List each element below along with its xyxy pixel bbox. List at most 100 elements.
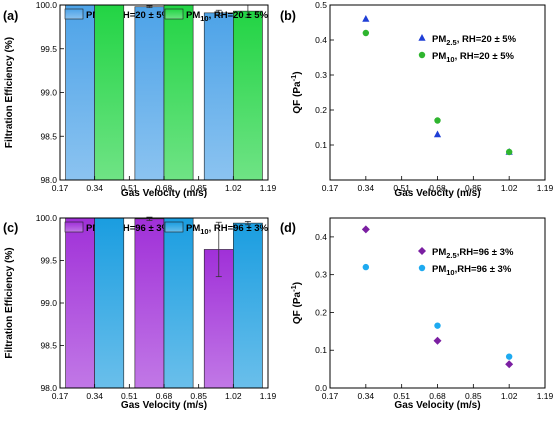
x-tick-label: 0.17: [322, 391, 339, 401]
bar: [163, 217, 194, 389]
data-point: [362, 15, 370, 22]
y-tick-label: 99.0: [40, 298, 57, 308]
y-tick-label: 0.2: [315, 307, 327, 317]
x-tick-label: 0.68: [156, 183, 173, 193]
x-tick-label: 1.19: [260, 391, 277, 401]
y-tick-label: 0.4: [315, 35, 327, 45]
legend-label: PM10, RH=20 ± 5%: [186, 10, 268, 23]
bar: [134, 6, 165, 181]
data-point: [434, 117, 441, 124]
legend-swatch: [164, 221, 184, 233]
x-tick-label: 1.02: [501, 391, 518, 401]
plot-frame: [329, 4, 546, 181]
data-point: [433, 130, 442, 138]
plot-frame: [329, 217, 546, 389]
y-tick-label: 98.0: [40, 175, 57, 185]
legend-marker: [418, 34, 426, 41]
legend-label: PM2.5, RH=20 ± 5%: [432, 34, 517, 47]
data-point: [362, 29, 370, 37]
y-tick-label: 98.0: [40, 383, 57, 393]
x-axis-label: Gas Velocity (m/s): [121, 400, 207, 411]
data-point: [433, 336, 442, 345]
legend-label: PM10,RH=96 ± 3%: [432, 264, 512, 277]
x-tick-label: 0.68: [429, 391, 446, 401]
x-tick-label: 0.85: [190, 391, 207, 401]
x-tick-label: 1.02: [225, 183, 242, 193]
x-tick-label: 0.68: [429, 183, 446, 193]
y-axis-label: Filtration Efficiency (%): [4, 37, 15, 148]
y-tick-label: 0.5: [315, 0, 327, 10]
y-tick-label: 0.4: [315, 232, 327, 242]
legend-label: PM10, RH=20 ± 5%: [432, 51, 514, 64]
x-tick-label: 0.51: [121, 391, 138, 401]
legend-label: PM10, RH=96 ± 3%: [186, 223, 268, 236]
panel-b: (b) PM2.5, RH=20 ± 5% PM10, RH=20 ± 5% 0.17…: [280, 0, 554, 199]
x-tick-label: 1.02: [225, 391, 242, 401]
data-point: [362, 263, 370, 271]
bar: [94, 4, 125, 181]
y-tick-label: 100.0: [36, 213, 58, 223]
bar: [203, 12, 234, 181]
bar: [134, 218, 165, 389]
y-tick-label: 98.5: [40, 131, 57, 141]
y-tick-label: 0.2: [315, 105, 327, 115]
x-tick-label: 0.85: [465, 183, 482, 193]
legend-marker: [418, 51, 426, 59]
y-axis-label: Filtration Efficiency (%): [4, 247, 15, 358]
x-axis-label: Gas Velocity (m/s): [394, 188, 480, 199]
x-axis-label: Gas Velocity (m/s): [394, 400, 480, 411]
bar: [233, 10, 263, 181]
y-tick-label: 99.5: [40, 256, 57, 266]
panel-c: (c)PM2.5, RH=96 ± 3%PM10, RH=96 ± 3%0.17…: [3, 213, 277, 411]
legend-marker: [418, 264, 426, 272]
legend-swatch: [64, 221, 84, 233]
data-point: [505, 360, 514, 369]
x-tick-label: 0.17: [322, 183, 339, 193]
bar: [233, 222, 263, 389]
data-point: [434, 322, 441, 329]
panel-label: (b): [280, 9, 296, 23]
y-axis-label: QF (Pa-1): [289, 71, 303, 113]
data-point: [505, 353, 513, 360]
panel-label: (c): [3, 221, 18, 235]
y-tick-label: 99.5: [40, 44, 57, 54]
x-axis-label: Gas Velocity (m/s): [121, 188, 207, 199]
x-tick-label: 0.34: [86, 391, 103, 401]
x-tick-label: 1.02: [501, 183, 518, 193]
x-tick-label: 0.68: [156, 391, 173, 401]
panel-label: (a): [3, 9, 18, 23]
y-tick-label: 0.0: [315, 383, 327, 393]
legend-swatch: [64, 8, 84, 20]
x-tick-label: 0.51: [121, 183, 138, 193]
x-tick-label: 0.34: [358, 183, 375, 193]
y-tick-label: 0.1: [315, 140, 327, 150]
data-point: [361, 225, 370, 234]
bar: [65, 4, 95, 181]
legend-marker: [418, 247, 426, 255]
bar: [94, 217, 125, 389]
x-tick-label: 1.19: [260, 183, 277, 193]
y-tick-label: 100.0: [36, 0, 58, 10]
y-tick-label: 0.1: [315, 345, 327, 355]
x-tick-label: 0.85: [465, 391, 482, 401]
x-tick-label: 1.19: [537, 183, 554, 193]
panel-d: (d)PM2.5,RH=96 ± 3%PM10,RH=96 ± 3%0.17 0.…: [280, 217, 554, 411]
x-tick-label: 0.34: [86, 183, 103, 193]
bar: [65, 217, 95, 389]
x-tick-label: 1.19: [537, 391, 554, 401]
legend-label: PM2.5,RH=96 ± 3%: [432, 247, 514, 260]
legend-swatch: [164, 8, 184, 20]
bar: [163, 4, 194, 181]
y-tick-label: 99.0: [40, 88, 57, 98]
panel-label: (d): [280, 221, 296, 235]
y-tick-label: 0.3: [315, 70, 327, 80]
y-tick-label: 98.5: [40, 341, 57, 351]
x-tick-label: 0.17: [52, 391, 69, 401]
x-tick-label: 0.34: [358, 391, 375, 401]
x-tick-label: 0.17: [52, 183, 69, 193]
panel-a: (a)PM2.5, RH=20 ± 5%PM10, RH=20 ± 5%0.17…: [3, 0, 277, 199]
data-point: [505, 148, 513, 156]
x-tick-label: 0.51: [393, 183, 410, 193]
y-tick-label: 0.3: [315, 270, 327, 280]
